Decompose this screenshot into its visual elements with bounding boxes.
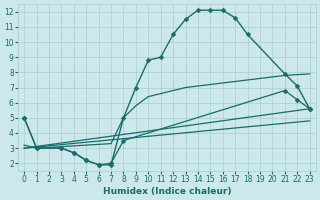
X-axis label: Humidex (Indice chaleur): Humidex (Indice chaleur)	[103, 187, 231, 196]
